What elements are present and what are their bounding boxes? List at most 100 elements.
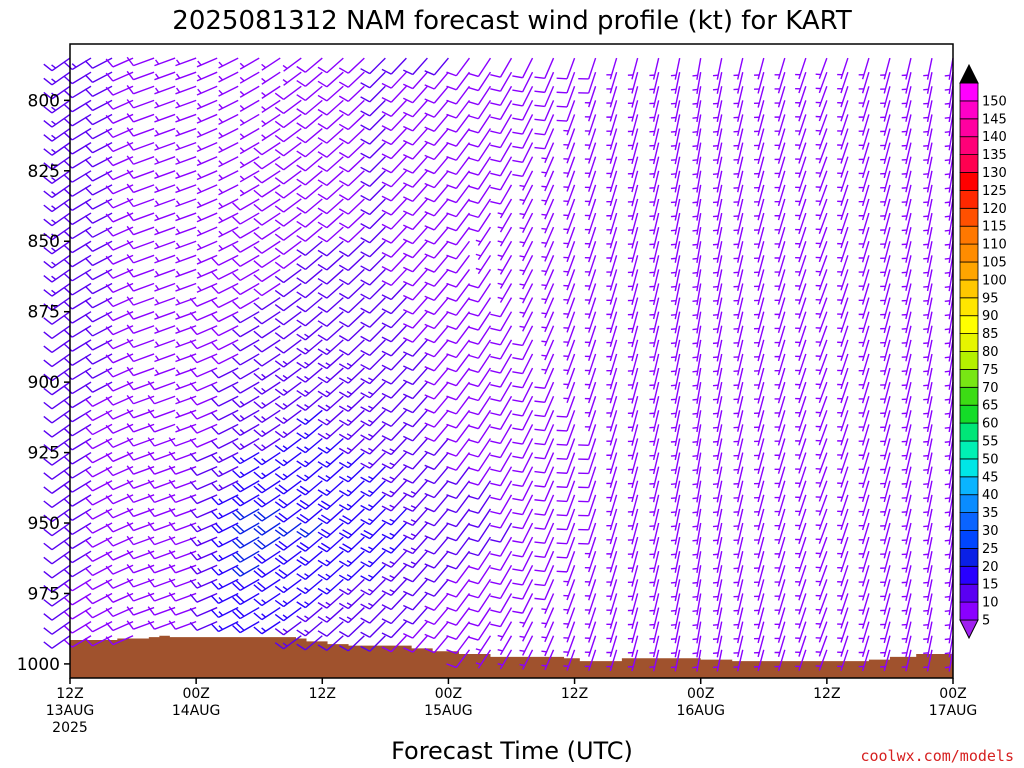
wind-barb (774, 269, 786, 291)
wind-barb (424, 536, 449, 555)
wind-barb (490, 409, 513, 431)
wind-barb (858, 565, 870, 587)
wind-barb (880, 565, 891, 587)
wind-barb (147, 493, 176, 504)
wind-barb (901, 100, 912, 122)
wind-barb (424, 409, 449, 428)
wind-barb (490, 184, 513, 205)
wind-barb (468, 395, 492, 416)
wind-barb (649, 635, 660, 658)
wind-barb (154, 311, 176, 320)
wind-barb (296, 113, 323, 130)
wind-barb (154, 226, 176, 236)
wind-barb (43, 423, 71, 438)
wind-barb (923, 551, 933, 573)
wind-barb (795, 424, 807, 446)
wind-barb (563, 241, 576, 263)
wind-barb (84, 409, 113, 422)
wind-barb (424, 184, 449, 203)
wind-barb (43, 381, 71, 396)
wind-barb (126, 521, 155, 532)
wind-barb (360, 395, 386, 413)
wind-barb (858, 71, 870, 94)
wind-barb (338, 325, 365, 342)
wind-barb (880, 311, 891, 334)
colorbar-segment (959, 261, 979, 281)
wind-barb (403, 240, 428, 259)
wind-barb (578, 438, 597, 461)
wind-barb (468, 508, 492, 528)
wind-barb (901, 255, 912, 277)
wind-barb (563, 142, 576, 164)
wind-barb (232, 409, 260, 422)
wind-barb (446, 198, 471, 218)
wind-barb (403, 508, 428, 527)
wind-barb (446, 254, 471, 274)
wind-barb (168, 606, 197, 616)
wind-barb (196, 184, 218, 195)
wind-barb (338, 395, 365, 412)
wind-barb (712, 565, 723, 587)
wind-barb (733, 508, 744, 531)
wind-barb (253, 522, 281, 536)
wind-barb (923, 325, 933, 348)
wind-barb (837, 522, 849, 545)
wind-barb (403, 466, 428, 484)
wind-barb (210, 480, 239, 492)
wind-barb (858, 269, 870, 291)
colorbar-segment (959, 243, 979, 263)
wind-barb (858, 410, 870, 432)
x-tick-label: 2025 (52, 720, 88, 736)
colorbar-label: 35 (982, 506, 999, 521)
wind-barb (519, 226, 534, 248)
wind-barb (424, 578, 449, 597)
wind-barb (670, 593, 681, 616)
wind-barb (754, 480, 765, 503)
wind-barb (584, 339, 597, 361)
wind-barb (147, 549, 176, 560)
wind-barb (63, 437, 92, 451)
colorbar-segment (959, 333, 979, 352)
wind-barb (232, 367, 260, 380)
wind-barb (584, 635, 597, 657)
wind-barb (815, 71, 828, 94)
wind-barb (837, 269, 849, 291)
wind-barb (126, 239, 155, 250)
wind-barb (858, 635, 870, 658)
wind-barb (317, 466, 344, 482)
wind-barb (446, 564, 471, 584)
wind-barb (381, 564, 407, 582)
wind-barb (189, 395, 218, 406)
colorbar-segment (959, 565, 979, 585)
wind-barb (815, 480, 828, 502)
wind-barb (168, 507, 197, 518)
colorbar-label: 120 (982, 202, 1007, 217)
wind-barb (296, 184, 323, 200)
wind-barb (923, 649, 933, 672)
wind-barb (733, 241, 744, 263)
wind-barb (712, 297, 723, 320)
wind-barb (424, 142, 449, 161)
wind-barb (253, 437, 281, 452)
wind-barb (880, 438, 891, 460)
wind-barb (126, 113, 155, 123)
wind-barb (296, 198, 323, 214)
wind-barb (84, 99, 113, 112)
wind-barb (712, 212, 723, 235)
wind-barb (880, 198, 891, 221)
wind-barb (84, 57, 113, 69)
wind-barb (541, 593, 555, 614)
wind-barb (381, 170, 407, 188)
wind-barb (274, 339, 302, 354)
wind-barb (253, 381, 281, 395)
wind-barb (360, 522, 386, 540)
wind-barb (126, 366, 155, 377)
wind-barb (534, 508, 555, 530)
colorbar-label: 145 (982, 112, 1007, 127)
wind-barb (754, 297, 765, 320)
wind-barb (541, 142, 555, 164)
wind-barb (403, 593, 428, 611)
wind-barb (154, 325, 176, 334)
wind-barb (556, 410, 576, 432)
wind-barb (189, 437, 218, 448)
